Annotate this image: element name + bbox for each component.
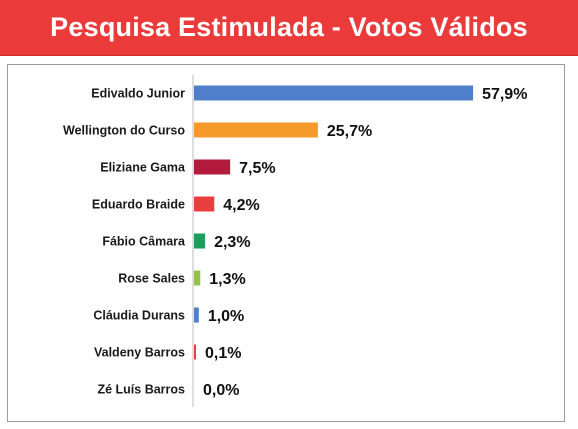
value-label: 25,7% bbox=[327, 123, 372, 140]
bar bbox=[194, 85, 474, 101]
value-label: 2,3% bbox=[214, 234, 250, 251]
bar bbox=[194, 270, 201, 286]
category-label: Valdeny Barros bbox=[94, 346, 185, 360]
category-label: Fábio Câmara bbox=[102, 235, 186, 249]
value-label: 7,5% bbox=[239, 160, 275, 177]
category-label: Zé Luís Barros bbox=[97, 383, 185, 397]
value-label: 0,1% bbox=[205, 345, 241, 362]
value-label: 1,3% bbox=[209, 271, 245, 288]
bar bbox=[194, 159, 231, 175]
bar bbox=[194, 122, 318, 138]
bar bbox=[194, 233, 206, 249]
category-label: Rose Sales bbox=[118, 272, 185, 286]
bar bbox=[194, 344, 196, 360]
value-label: 57,9% bbox=[482, 86, 527, 103]
category-label: Eduardo Braide bbox=[92, 198, 185, 212]
value-label: 0,0% bbox=[203, 382, 239, 399]
bar bbox=[194, 196, 215, 212]
bar bbox=[194, 307, 199, 323]
category-label: Cláudia Durans bbox=[93, 309, 185, 323]
category-label: Eliziane Gama bbox=[100, 161, 186, 175]
value-label: 1,0% bbox=[208, 308, 244, 325]
category-label: Wellington do Curso bbox=[63, 124, 185, 138]
category-label: Edivaldo Junior bbox=[91, 87, 185, 101]
chart-title: Pesquisa Estimulada - Votos Válidos bbox=[50, 12, 528, 42]
value-label: 4,2% bbox=[223, 197, 259, 214]
chart-title-banner: Pesquisa Estimulada - Votos Válidos bbox=[0, 0, 578, 56]
